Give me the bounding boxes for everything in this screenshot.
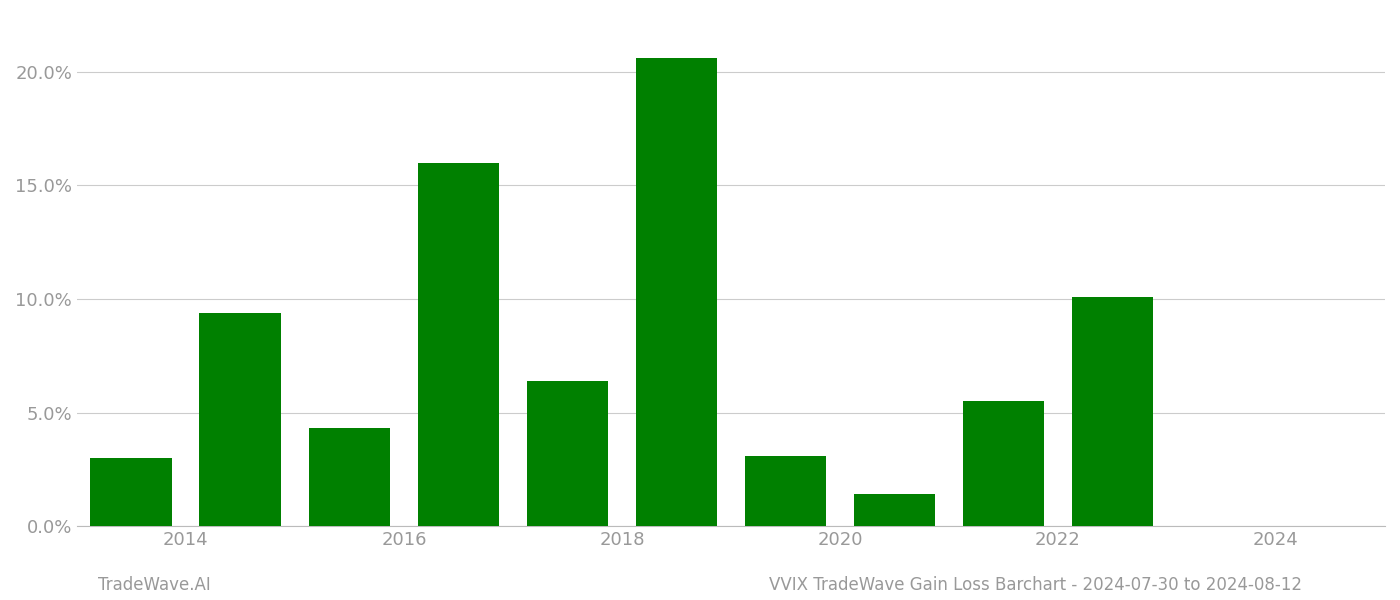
- Bar: [91, 458, 172, 526]
- Bar: [308, 428, 391, 526]
- Text: VVIX TradeWave Gain Loss Barchart - 2024-07-30 to 2024-08-12: VVIX TradeWave Gain Loss Barchart - 2024…: [769, 576, 1302, 594]
- Bar: [1071, 296, 1154, 526]
- Text: TradeWave.AI: TradeWave.AI: [98, 576, 211, 594]
- Bar: [963, 401, 1044, 526]
- Bar: [417, 163, 500, 526]
- Bar: [526, 381, 608, 526]
- Bar: [745, 456, 826, 526]
- Bar: [199, 313, 281, 526]
- Bar: [636, 58, 717, 526]
- Bar: [854, 494, 935, 526]
